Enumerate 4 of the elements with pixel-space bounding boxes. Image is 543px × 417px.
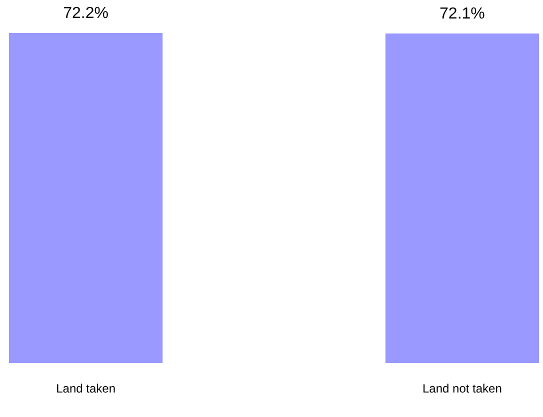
x-tick-label: Land taken	[56, 382, 116, 396]
data-label: 72.1%	[440, 5, 485, 22]
x-tick-label: Land not taken	[422, 382, 502, 396]
data-label: 72.2%	[63, 5, 108, 22]
